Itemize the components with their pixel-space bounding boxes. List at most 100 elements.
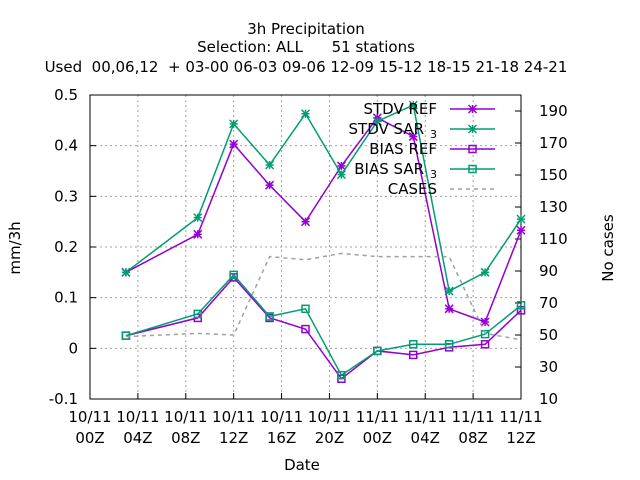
data-point (408, 100, 418, 110)
grid (90, 95, 521, 399)
data-point (229, 270, 238, 280)
series-lines (121, 100, 526, 383)
data-point (516, 306, 526, 315)
x-tick-label-date: 10/11 (68, 408, 111, 426)
series-line (125, 252, 522, 341)
data-point (480, 340, 490, 349)
chart-subtitle: Selection: ALL 51 stations (197, 38, 415, 56)
legend-label: STDV REF (363, 100, 437, 118)
x-tick-label-hour: 04Z (123, 429, 152, 447)
data-point (265, 312, 274, 321)
series (121, 270, 526, 380)
legend-entry: STDV REF (363, 100, 495, 118)
data-point (193, 213, 203, 223)
data-point (229, 139, 239, 149)
x-tick-label-date: 10/11 (116, 408, 159, 426)
x-tick-label-date: 10/11 (212, 408, 255, 426)
x-tick-label-hour: 08Z (458, 429, 487, 447)
legend-label: STDV SAR 3 (349, 120, 437, 141)
data-point (121, 331, 131, 340)
data-point (193, 229, 203, 239)
data-point (301, 304, 310, 314)
data-point (468, 164, 477, 174)
y2-axis-label: No cases (599, 214, 617, 282)
legend-entry: STDV SAR 3 (349, 120, 495, 141)
plot-frame (89, 94, 522, 400)
data-point (444, 340, 454, 349)
y2-tick-label: 110 (539, 230, 568, 248)
data-point (409, 350, 418, 360)
y2-tick-label: 10 (539, 390, 558, 408)
y2-tick-label: 130 (539, 198, 568, 216)
y2-tick-label: 50 (539, 326, 558, 344)
x-tick-label-hour: 00Z (363, 429, 392, 447)
data-point (265, 180, 275, 190)
data-point (516, 225, 526, 235)
y-tick-label: 0.1 (54, 289, 78, 307)
data-point (516, 214, 526, 224)
data-point (480, 329, 490, 339)
series (121, 113, 526, 327)
data-point (408, 132, 418, 142)
data-point (301, 324, 310, 334)
y2-tick-label: 90 (539, 262, 558, 280)
x-tick-label-date: 10/11 (308, 408, 351, 426)
y-tick-label: 0 (68, 339, 78, 357)
data-point (265, 160, 275, 170)
x-tick-label-hour: 16Z (267, 429, 296, 447)
x-tick-label-date: 10/11 (164, 408, 207, 426)
y2-tick-label: 170 (539, 134, 568, 152)
x-tick-label-date: 11/11 (404, 408, 447, 426)
legend-label: BIAS SAR 3 (354, 160, 437, 181)
series-line (125, 276, 522, 380)
data-point (444, 286, 454, 296)
y2-tick-label: 190 (539, 102, 568, 120)
data-point (467, 104, 478, 114)
data-point (336, 170, 346, 180)
x-tick-label-date: 11/11 (356, 408, 399, 426)
data-point (193, 309, 202, 319)
y-tick-label: 0.3 (54, 187, 78, 205)
x-tick-label-hour: 04Z (411, 429, 440, 447)
data-point (229, 119, 239, 129)
data-point (300, 217, 311, 227)
x-tick-label-hour: 00Z (75, 429, 104, 447)
legend-label: BIAS REF (369, 140, 437, 158)
data-point (516, 301, 526, 310)
series-line (125, 104, 522, 293)
x-tick-label-hour: 20Z (315, 429, 344, 447)
legend-entry: BIAS SAR 3 (354, 160, 495, 181)
series (125, 252, 522, 341)
data-point (121, 267, 131, 277)
chart-subtitle-used: Used 00,06,12 + 03-00 06-03 09-06 12-09 … (45, 58, 568, 76)
y-tick-label: 0.5 (54, 86, 78, 104)
x-tick-label-hour: 08Z (171, 429, 200, 447)
data-point (468, 144, 477, 154)
data-point (300, 109, 311, 119)
series (121, 100, 526, 296)
x-axis-label: Date (284, 456, 320, 474)
y-tick-label: -0.1 (49, 390, 78, 408)
y-tick-label: 0.2 (54, 238, 78, 256)
x-tick-label-hour: 12Z (219, 429, 248, 447)
y-tick-label: 0.4 (54, 137, 78, 155)
y2-tick-label: 70 (539, 294, 558, 312)
data-point (480, 317, 490, 327)
legend-entry: CASES (388, 180, 495, 198)
data-point (480, 267, 490, 277)
legend-label: CASES (388, 180, 437, 198)
data-point (467, 124, 478, 134)
data-point (337, 370, 346, 380)
y-axis-label: mm/3h (6, 221, 24, 274)
x-tick-label-hour: 12Z (506, 429, 535, 447)
y2-tick-label: 30 (539, 358, 558, 376)
legend-entry: BIAS REF (369, 140, 495, 158)
x-tick-label-date: 11/11 (451, 408, 494, 426)
data-point (372, 116, 382, 126)
x-tick-label-date: 11/11 (499, 408, 542, 426)
x-tick-label-date: 10/11 (260, 408, 303, 426)
data-point (409, 340, 418, 349)
y2-tick-label: 150 (539, 166, 568, 184)
